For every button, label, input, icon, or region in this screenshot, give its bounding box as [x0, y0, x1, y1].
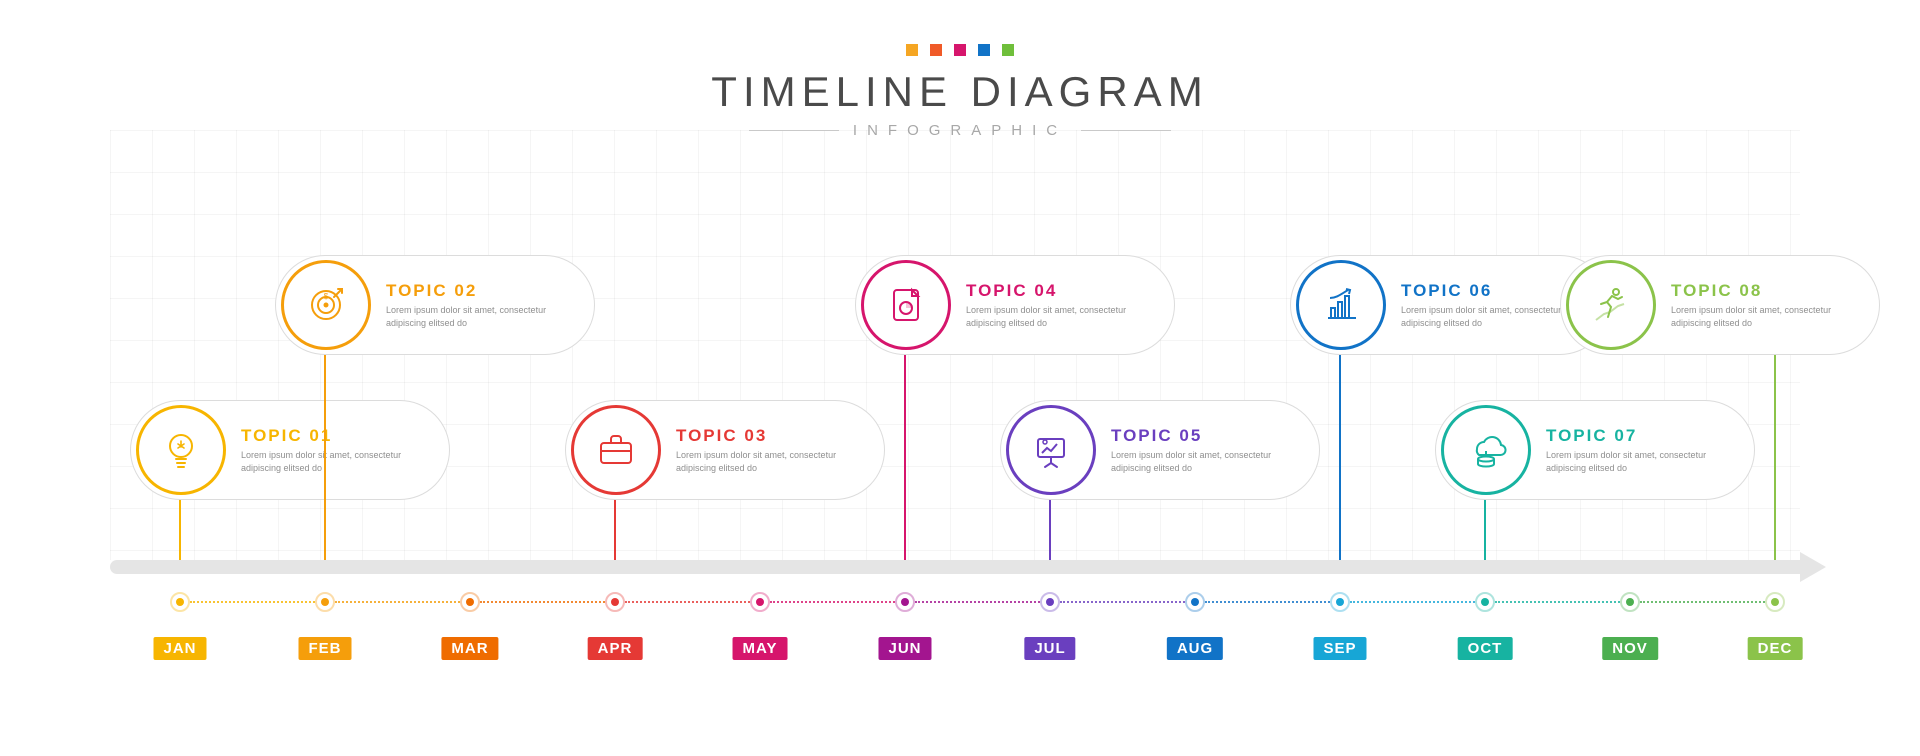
month-dotline: [1060, 601, 1185, 603]
topic-title: TOPIC 05: [1111, 426, 1301, 446]
topic-title: TOPIC 03: [676, 426, 866, 446]
timeline-infographic: TIMELINE DIAGRAM INFOGRAPHIC JAN FEB MAR AP…: [0, 0, 1920, 756]
decor-squares: [0, 44, 1920, 56]
topic-title: TOPIC 04: [966, 281, 1156, 301]
subtitle-row: INFOGRAPHIC: [0, 122, 1920, 139]
connector: [1339, 351, 1341, 560]
target-icon: [281, 260, 371, 350]
topic-title: TOPIC 01: [241, 426, 431, 446]
month-dotline: [770, 601, 895, 603]
pie-doc-icon: [861, 260, 951, 350]
month-badge-aug: AUG: [1167, 637, 1223, 660]
month-marker: [1044, 596, 1056, 608]
month-marker: [1769, 596, 1781, 608]
connector: [324, 351, 326, 560]
topic-title: TOPIC 07: [1546, 426, 1736, 446]
connector: [1774, 351, 1776, 560]
month-marker: [899, 596, 911, 608]
month-badge-jun: JUN: [878, 637, 931, 660]
month-badge-dec: DEC: [1748, 637, 1803, 660]
month-badge-sep: SEP: [1313, 637, 1366, 660]
topic-text: TOPIC 07 Lorem ipsum dolor sit amet, cons…: [1536, 426, 1754, 473]
topic-card-1: TOPIC 01 Lorem ipsum dolor sit amet, cons…: [130, 400, 450, 500]
topic-text: TOPIC 01 Lorem ipsum dolor sit amet, cons…: [231, 426, 449, 473]
timeline-arrowhead: [1800, 552, 1826, 582]
present-icon: [1006, 405, 1096, 495]
decor-square: [978, 44, 990, 56]
month-marker: [319, 596, 331, 608]
month-marker: [1479, 596, 1491, 608]
connector: [1484, 496, 1486, 560]
month-marker: [1624, 596, 1636, 608]
topic-title: TOPIC 08: [1671, 281, 1861, 301]
month-badge-apr: APR: [588, 637, 643, 660]
month-marker: [609, 596, 621, 608]
connector: [1049, 496, 1051, 560]
decor-square: [930, 44, 942, 56]
topic-card-4: TOPIC 04 Lorem ipsum dolor sit amet, cons…: [855, 255, 1175, 355]
connector: [614, 496, 616, 560]
month-dotline: [1640, 601, 1765, 603]
topic-body: Lorem ipsum dolor sit amet, consectetur …: [386, 304, 576, 328]
connector: [179, 496, 181, 560]
topic-text: TOPIC 08 Lorem ipsum dolor sit amet, cons…: [1661, 281, 1879, 328]
topic-card-2: TOPIC 02 Lorem ipsum dolor sit amet, cons…: [275, 255, 595, 355]
topic-body: Lorem ipsum dolor sit amet, consectetur …: [1671, 304, 1861, 328]
topic-text: TOPIC 04 Lorem ipsum dolor sit amet, cons…: [956, 281, 1174, 328]
topic-body: Lorem ipsum dolor sit amet, consectetur …: [241, 449, 431, 473]
topic-body: Lorem ipsum dolor sit amet, consectetur …: [1546, 449, 1736, 473]
month-badge-oct: OCT: [1458, 637, 1513, 660]
topic-body: Lorem ipsum dolor sit amet, consectetur …: [1111, 449, 1301, 473]
decor-square: [954, 44, 966, 56]
month-dotline: [1205, 601, 1330, 603]
topic-title: TOPIC 02: [386, 281, 576, 301]
cloud-db-icon: [1441, 405, 1531, 495]
month-marker: [1189, 596, 1201, 608]
page-title: TIMELINE DIAGRAM: [0, 68, 1920, 116]
topic-card-7: TOPIC 07 Lorem ipsum dolor sit amet, cons…: [1435, 400, 1755, 500]
month-badge-feb: FEB: [299, 637, 352, 660]
runner-icon: [1566, 260, 1656, 350]
month-dotline: [1495, 601, 1620, 603]
topic-card-3: TOPIC 03 Lorem ipsum dolor sit amet, cons…: [565, 400, 885, 500]
month-dotline: [480, 601, 605, 603]
topic-text: TOPIC 02 Lorem ipsum dolor sit amet, cons…: [376, 281, 594, 328]
month-dotline: [335, 601, 460, 603]
subtitle-line-left: [749, 130, 839, 131]
decor-square: [906, 44, 918, 56]
month-dotline: [1350, 601, 1475, 603]
briefcase-icon: [571, 405, 661, 495]
month-dotline: [915, 601, 1040, 603]
topic-card-5: TOPIC 05 Lorem ipsum dolor sit amet, cons…: [1000, 400, 1320, 500]
lightbulb-icon: [136, 405, 226, 495]
month-marker: [754, 596, 766, 608]
month-badge-nov: NOV: [1602, 637, 1658, 660]
decor-square: [1002, 44, 1014, 56]
connector: [904, 351, 906, 560]
month-badge-mar: MAR: [441, 637, 498, 660]
topic-card-8: TOPIC 08 Lorem ipsum dolor sit amet, cons…: [1560, 255, 1880, 355]
subtitle: INFOGRAPHIC: [853, 122, 1067, 139]
topic-text: TOPIC 05 Lorem ipsum dolor sit amet, cons…: [1101, 426, 1319, 473]
month-badge-may: MAY: [733, 637, 788, 660]
month-dotline: [190, 601, 315, 603]
month-dotline: [625, 601, 750, 603]
month-marker: [1334, 596, 1346, 608]
timeline-axis: [110, 560, 1800, 574]
month-marker: [464, 596, 476, 608]
subtitle-line-right: [1081, 130, 1171, 131]
month-marker: [174, 596, 186, 608]
topic-text: TOPIC 03 Lorem ipsum dolor sit amet, cons…: [666, 426, 884, 473]
month-badge-jul: JUL: [1024, 637, 1075, 660]
growth-icon: [1296, 260, 1386, 350]
topic-body: Lorem ipsum dolor sit amet, consectetur …: [966, 304, 1156, 328]
header: TIMELINE DIAGRAM INFOGRAPHIC: [0, 44, 1920, 139]
topic-body: Lorem ipsum dolor sit amet, consectetur …: [676, 449, 866, 473]
month-badge-jan: JAN: [153, 637, 206, 660]
